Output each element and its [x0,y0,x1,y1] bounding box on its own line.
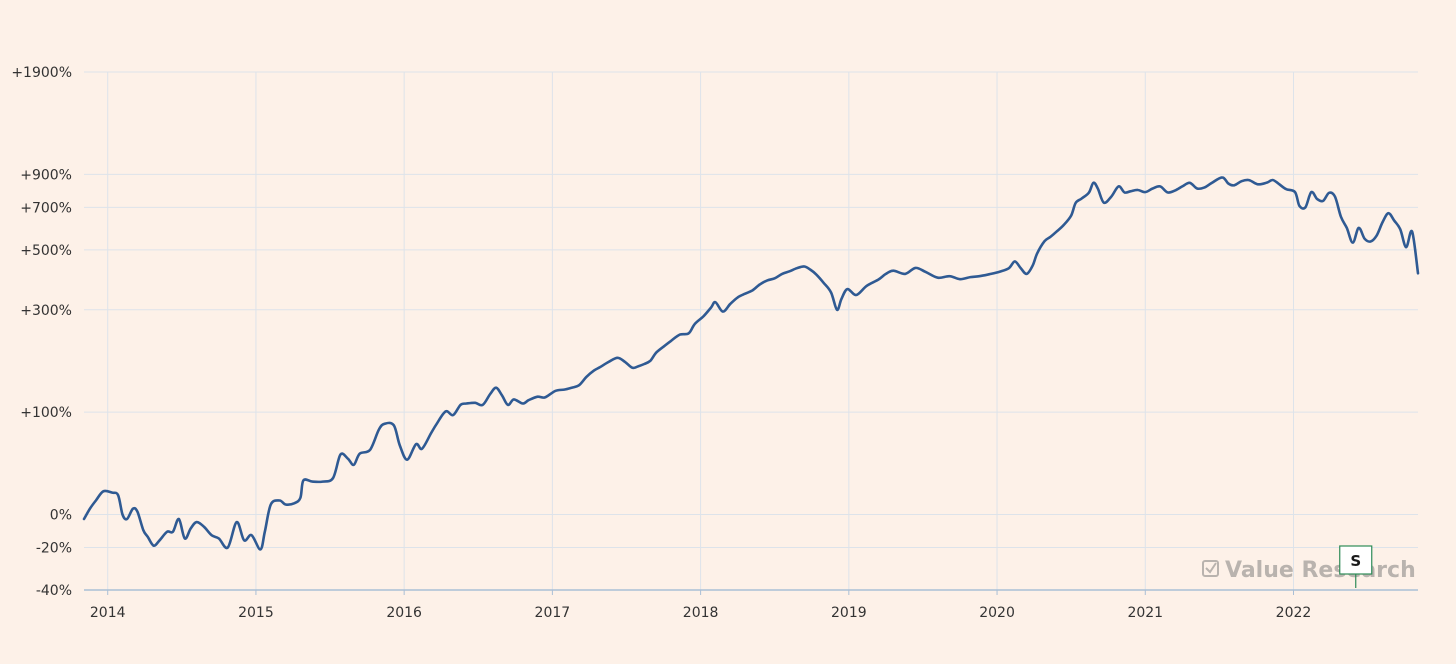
watermark-text: Value Research [1225,558,1416,583]
series [82,176,1420,551]
x-tick-label: 2015 [238,605,274,621]
y-tick-label: +700% [20,200,72,216]
y-tick-label: 0% [50,508,72,524]
x-tick-label: 2016 [386,605,422,621]
series-line [82,176,1420,551]
marker-box [1339,545,1373,575]
check-box-icon [1202,560,1219,577]
y-tick-label: -40% [36,583,72,599]
y-tick-label: +300% [20,303,72,319]
y-tick-label: +900% [20,167,72,183]
y-axis-ticks: -40% -20% 0% +100% +300% +500% +700% +900% +1900… [11,65,72,599]
y-tick-label: +1900% [11,65,72,81]
watermark: Value Research [1202,558,1416,583]
x-tick-label: 2022 [1276,605,1312,621]
grid [84,71,1418,591]
y-tick-label: +100% [20,405,72,421]
y-tick-label: -20% [36,541,72,557]
marker-label: S [1350,552,1361,570]
x-tick-label: 2014 [90,605,126,621]
x-tick-label: 2017 [535,605,571,621]
x-tick-label: 2018 [683,605,719,621]
x-tick-label: 2020 [979,605,1015,621]
axes [84,589,1418,595]
x-tick-label: 2019 [831,605,867,621]
y-tick-label: +500% [20,243,72,259]
event-marker[interactable]: S [1339,545,1373,588]
x-tick-label: 2021 [1127,605,1163,621]
x-axis-ticks: 2014 2015 2016 2017 2018 2019 2020 2021 2022 [90,605,1311,621]
